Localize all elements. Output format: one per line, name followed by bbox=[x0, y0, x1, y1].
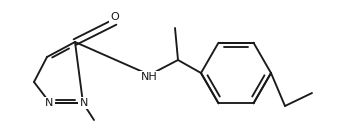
Text: O: O bbox=[111, 12, 119, 22]
Text: NH: NH bbox=[141, 72, 157, 82]
Text: N: N bbox=[80, 98, 88, 108]
Text: N: N bbox=[45, 98, 53, 108]
